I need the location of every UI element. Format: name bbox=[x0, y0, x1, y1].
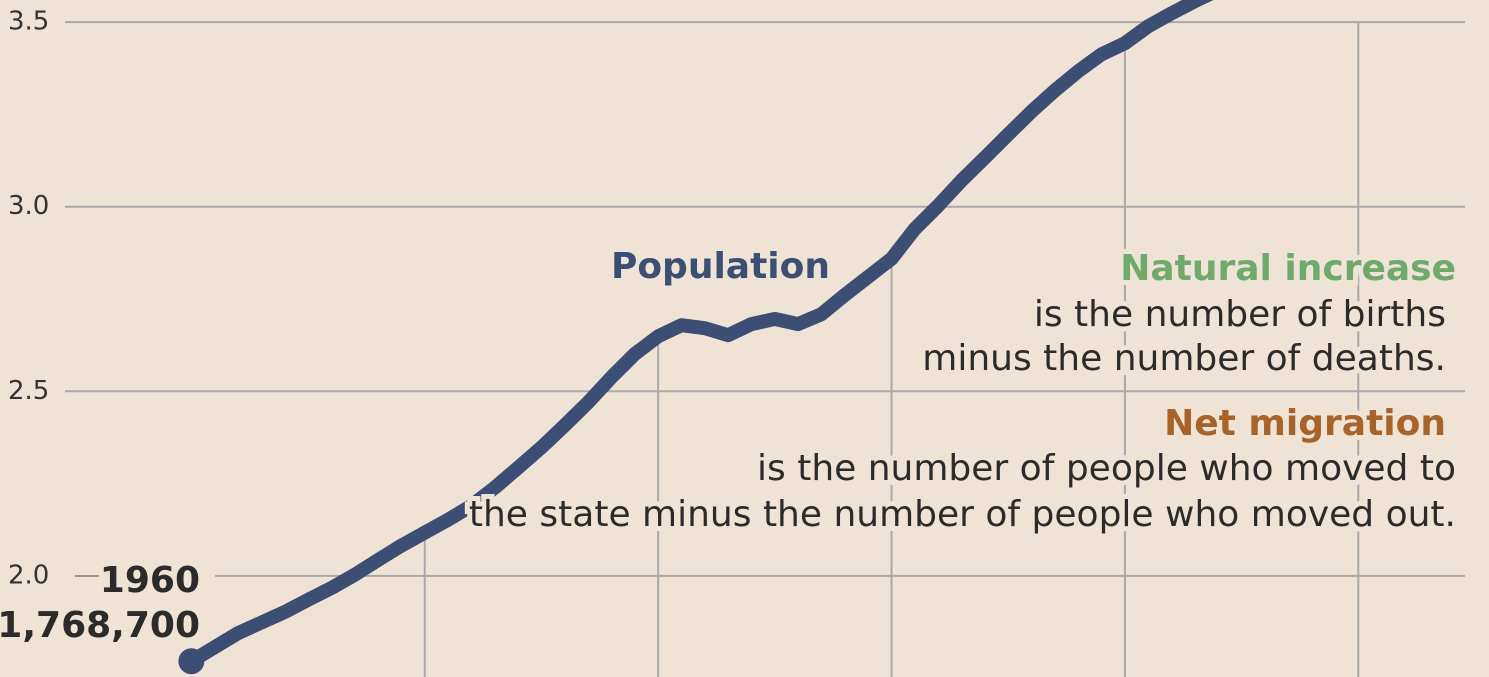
y-tick-label: 3.5 bbox=[8, 7, 49, 37]
y-tick-label: 2.0 bbox=[8, 560, 49, 590]
annotation: minus the number of deaths. bbox=[922, 338, 1446, 379]
y-tick-label: 3.0 bbox=[8, 191, 49, 221]
annotation: is the number of births bbox=[1034, 294, 1446, 335]
annotation-title: Net migration bbox=[1164, 403, 1446, 444]
start-point bbox=[178, 648, 205, 675]
lines bbox=[178, 0, 1214, 675]
annotation: the state minus the number of people who… bbox=[469, 494, 1456, 535]
annotation-title: Natural increase bbox=[1120, 248, 1456, 289]
annotation: is the number of people who moved to bbox=[757, 448, 1456, 489]
data-line bbox=[184, 0, 1214, 669]
series-label: Population bbox=[611, 246, 830, 287]
y-tick-label: 2.5 bbox=[8, 376, 49, 406]
annotation: 1960 bbox=[100, 560, 200, 601]
annotation: 1,768,700 bbox=[0, 605, 200, 646]
grid bbox=[65, 21, 1465, 677]
